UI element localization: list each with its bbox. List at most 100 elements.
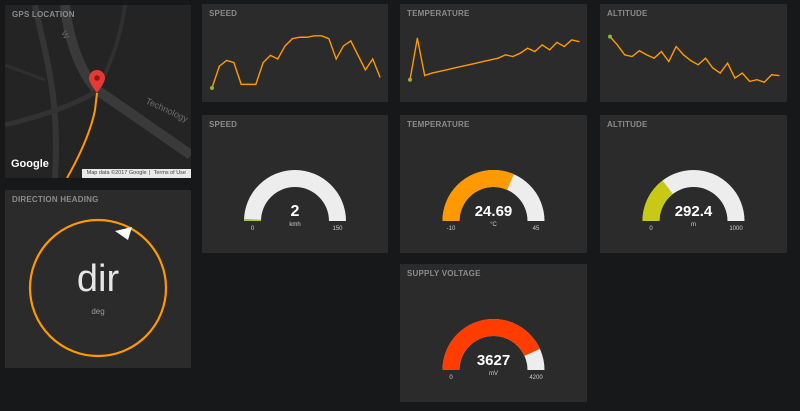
- sparkline-point: [534, 50, 536, 53]
- gauge-fill: [442, 170, 514, 221]
- sparkline-point: [578, 41, 580, 43]
- sparkline-point: [438, 70, 440, 73]
- supply-voltage-gauge-panel: SUPPLY VOLTAGE 3627 mV 0 4200: [400, 264, 587, 402]
- sparkline-point: [504, 54, 507, 56]
- terms-of-use-link[interactable]: Terms of Use: [153, 170, 186, 176]
- sparkline-point: [299, 36, 301, 38]
- altitude-sparkline-panel: ALTITUDE: [600, 4, 787, 102]
- sparkline-point: [372, 58, 374, 60]
- altitude-gauge-title: ALTITUDE: [607, 120, 648, 129]
- sparkline-point: [631, 55, 633, 58]
- sparkline-point: [778, 74, 780, 77]
- altitude-gauge-panel: ALTITUDE 292.4 m 0 1000: [600, 115, 787, 253]
- gauge-fill: [442, 319, 540, 370]
- sparkline-point: [210, 86, 214, 90]
- gauge-dial: [244, 170, 346, 221]
- gauge-value: 292.4: [674, 203, 713, 220]
- sparkline-point: [697, 64, 699, 66]
- gauge-unit: °C: [490, 222, 497, 228]
- sparkline-point: [364, 69, 366, 71]
- map-street-label-w: W: [59, 30, 71, 41]
- sparkline-point: [379, 76, 381, 78]
- sparkline-point: [482, 60, 485, 63]
- sparkline-point: [255, 83, 257, 85]
- sparkline-point: [512, 55, 514, 58]
- sparkline-point: [771, 74, 773, 76]
- sparkline-point: [240, 83, 242, 85]
- gps-location-title: GPS LOCATION: [12, 10, 75, 19]
- gauge-min-label: -10: [446, 226, 456, 232]
- speed-gauge-title: SPEED: [209, 120, 238, 129]
- direction-heading-title: DIRECTION HEADING: [12, 195, 99, 204]
- sparkline-point: [563, 45, 565, 48]
- sparkline-point: [408, 77, 412, 82]
- gauge-dial: [442, 170, 545, 221]
- sparkline-point: [218, 65, 220, 67]
- gauge-track: [642, 170, 745, 221]
- sparkline-point: [624, 54, 626, 56]
- altitude-sparkline-title: ALTITUDE: [607, 9, 648, 18]
- gauge-value: 24.69: [474, 203, 513, 220]
- sparkline-point: [313, 35, 315, 37]
- sparkline-point: [342, 45, 345, 47]
- sparkline-series-line: [609, 36, 780, 84]
- sparkline-point: [608, 34, 612, 39]
- sparkline-point: [653, 57, 655, 59]
- compass-ring: [28, 218, 168, 358]
- sparkline-point: [616, 44, 618, 46]
- gauge-fill: [642, 180, 673, 221]
- sparkline-point: [749, 80, 751, 82]
- sparkline-point: [690, 60, 692, 62]
- sparkline-point: [226, 59, 228, 62]
- sparkline-point: [712, 67, 714, 69]
- sparkline-point: [233, 62, 235, 64]
- sparkline-point: [660, 50, 663, 53]
- sparkline-point: [291, 38, 293, 40]
- sparkline-point: [668, 60, 670, 63]
- sparkline-point: [277, 58, 279, 60]
- sparkline-point: [497, 57, 499, 59]
- gauge-value: 2: [290, 203, 300, 220]
- speed-sparkline-title: SPEED: [209, 9, 238, 18]
- gauge-unit: kmh: [289, 222, 301, 228]
- gauge-fill: [244, 218, 262, 221]
- gauge-max-label: 1000: [729, 226, 743, 232]
- sparkline-point: [416, 37, 418, 39]
- speed-gauge-panel: SPEED 2 kmh 0 150: [202, 115, 388, 253]
- sparkline-point: [453, 67, 455, 69]
- sparkline-point: [468, 64, 470, 66]
- sparkline-point: [571, 39, 573, 41]
- sparkline-series-line: [211, 35, 381, 89]
- sparkline-point: [269, 54, 272, 56]
- speed-sparkline-panel: SPEED: [202, 4, 388, 102]
- map-footer: Map data ©2017 Google | Terms of Use: [81, 169, 191, 178]
- sparkline-point: [704, 57, 707, 59]
- gauge-unit: mV: [489, 371, 498, 377]
- sparkline-point: [424, 74, 426, 77]
- gauge-unit: m: [691, 222, 696, 228]
- direction-heading-panel: DIRECTION HEADING dir deg: [5, 190, 191, 368]
- gauge-max-label: 150: [332, 226, 343, 232]
- temperature-sparkline-panel: TEMPERATURE: [400, 4, 587, 102]
- gauge-max-label: 45: [532, 226, 540, 232]
- gps-location-panel: GPS LOCATION W Technology Google Map dat…: [5, 5, 191, 178]
- map-view[interactable]: W Technology Google Map data ©2017 Googl…: [5, 5, 191, 178]
- sparkline-point: [741, 72, 743, 74]
- sparkline-point: [475, 62, 477, 64]
- map-marker-icon[interactable]: [89, 70, 105, 93]
- gauge-value: 3627: [476, 352, 511, 369]
- gauge-min-label: 0: [250, 226, 255, 232]
- sparkline-point: [519, 52, 521, 54]
- sparkline-point: [763, 81, 765, 83]
- gauge-min-label: 0: [649, 226, 653, 232]
- sparkline-point: [357, 54, 359, 56]
- sparkline-point: [526, 47, 529, 49]
- sparkline-point: [638, 50, 640, 52]
- sparkline-point: [756, 79, 758, 81]
- direction-value: dir: [76, 258, 120, 300]
- sparkline-point: [682, 54, 685, 56]
- sparkline-point: [247, 83, 250, 85]
- sparkline-point: [446, 69, 448, 71]
- temperature-gauge-title: TEMPERATURE: [407, 120, 470, 129]
- gauge-max-label: 4200: [529, 375, 543, 381]
